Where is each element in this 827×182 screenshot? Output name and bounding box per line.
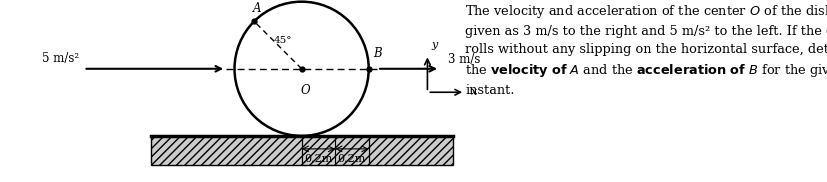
Text: O: O [300,84,309,97]
Text: B: B [372,47,381,60]
Text: 45°: 45° [274,36,292,45]
Text: 0.2m: 0.2m [337,154,366,164]
Text: 3 m/s: 3 m/s [448,53,480,66]
Bar [151,136,452,165]
Text: x: x [471,87,476,97]
Text: 0.2m: 0.2m [304,154,332,164]
Text: 5 m/s²: 5 m/s² [42,52,79,65]
Text: y: y [431,40,437,50]
Text: The velocity and acceleration of the center $\it{O}$ of the disk are
given as 3 : The velocity and acceleration of the cen… [465,3,827,97]
Text: A: A [253,2,261,15]
